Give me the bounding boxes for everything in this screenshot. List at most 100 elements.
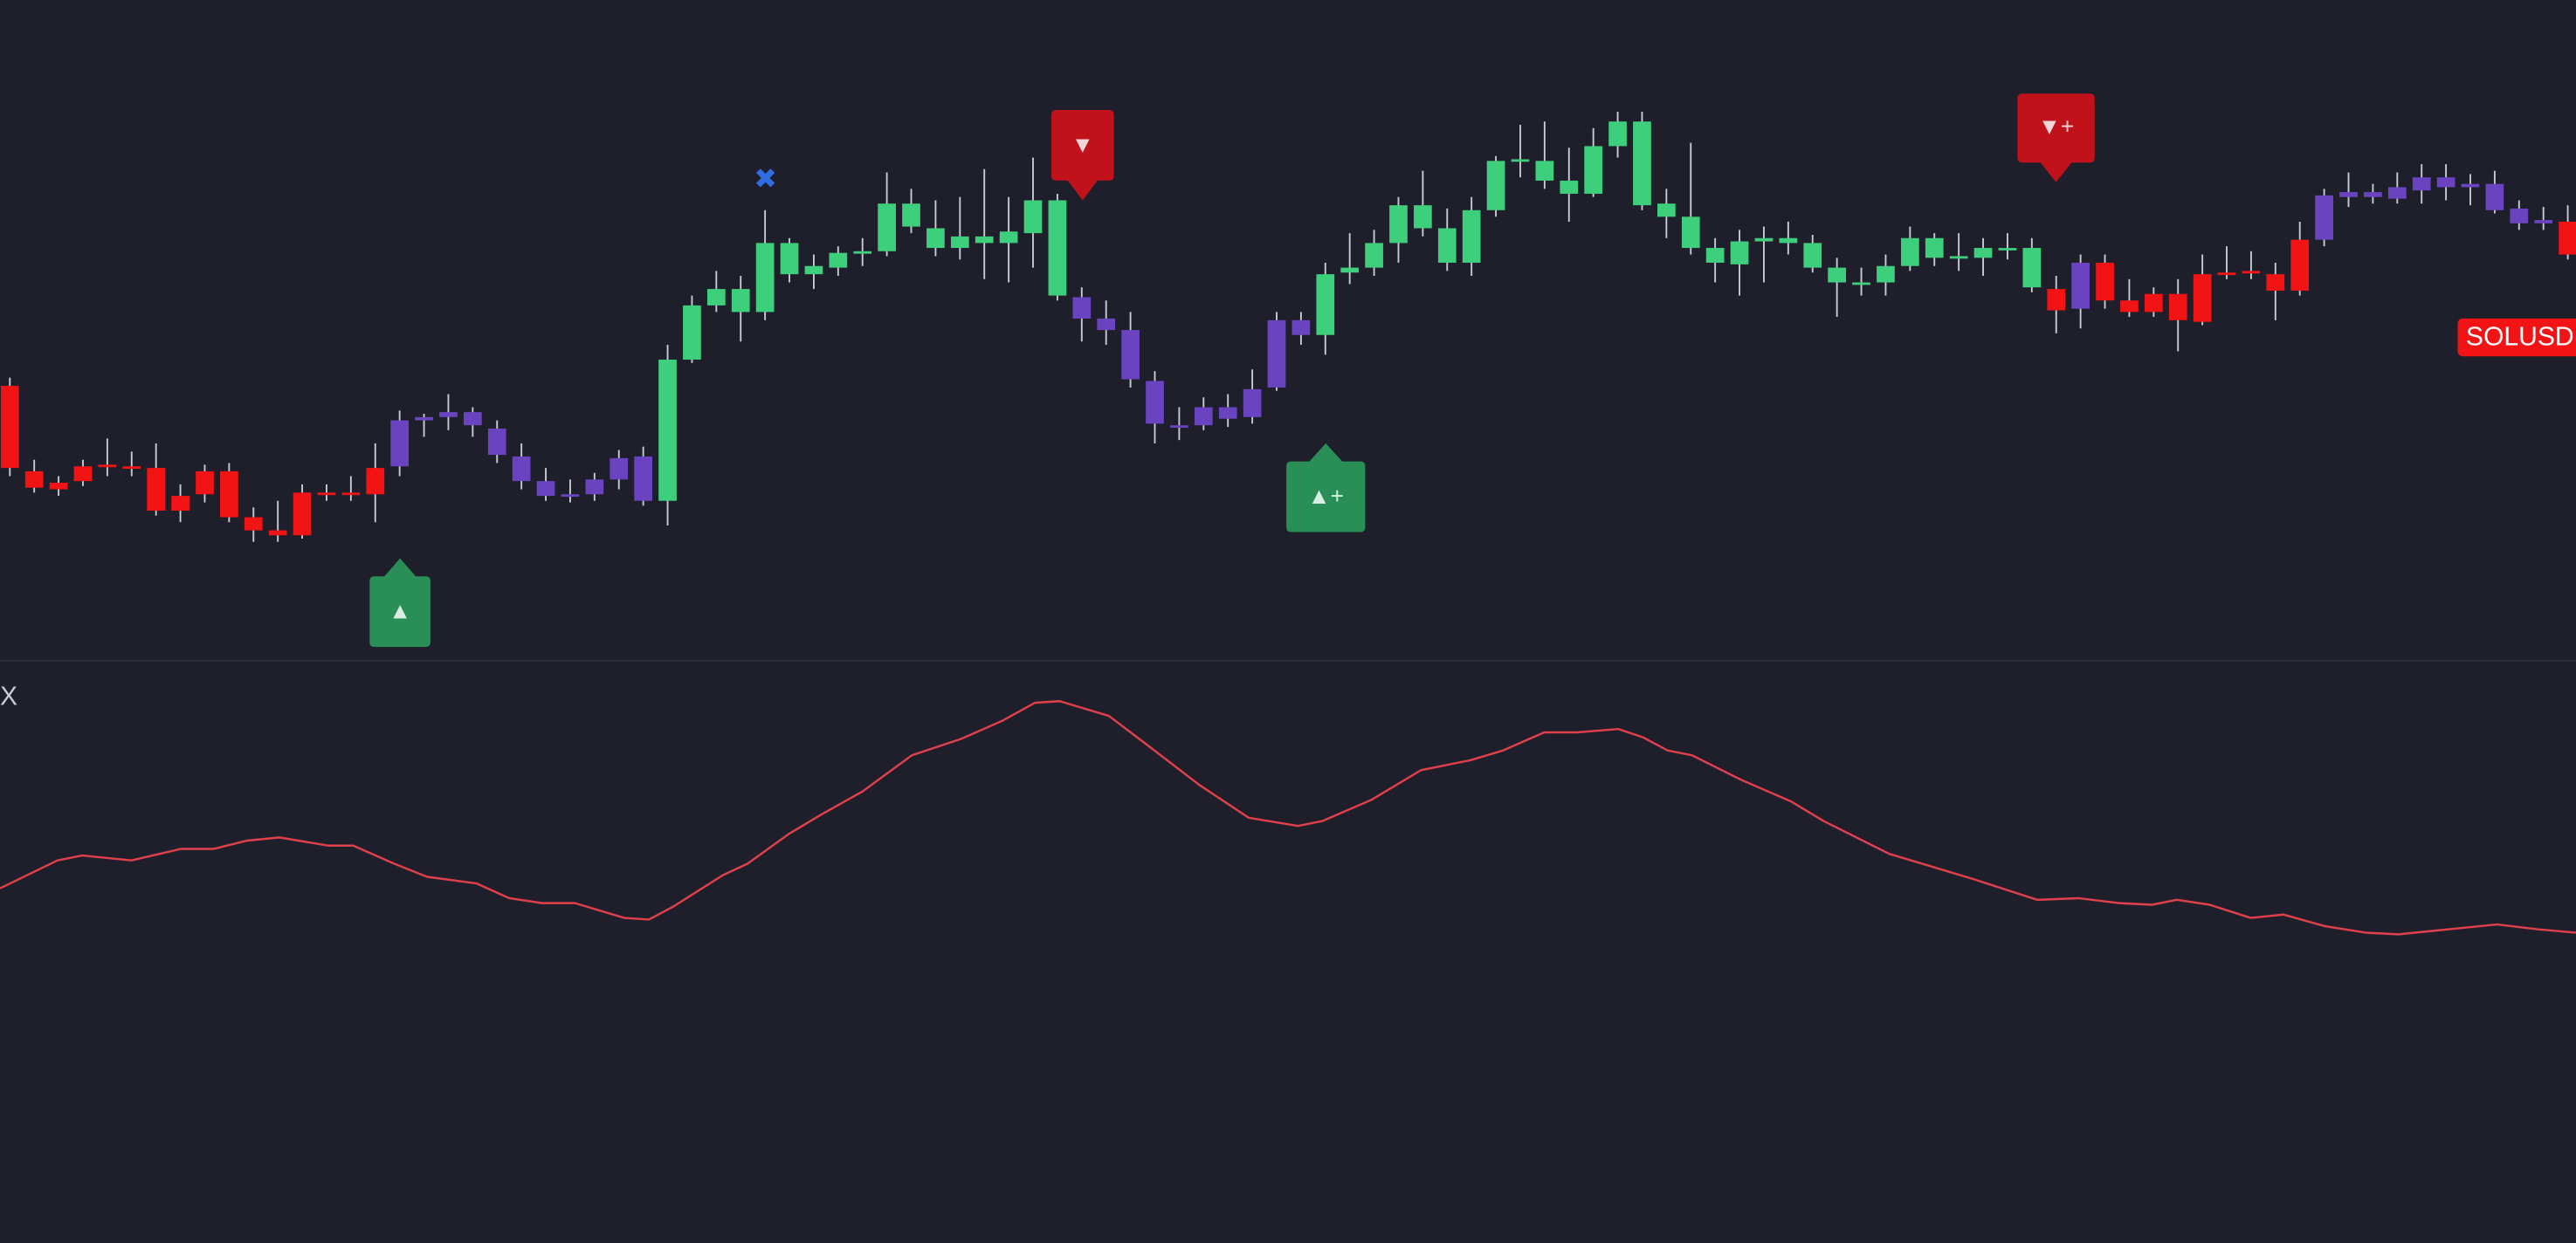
candle-body xyxy=(561,494,580,498)
sell-plus-badge: ▼+ xyxy=(2017,93,2095,182)
candle-body xyxy=(1998,248,2017,251)
candle-body xyxy=(683,305,701,360)
candle-body xyxy=(926,228,945,249)
candle-body xyxy=(1633,121,1651,206)
candle-body xyxy=(415,416,433,421)
candle-body xyxy=(196,470,214,495)
candle-body xyxy=(2217,272,2236,276)
candle-body xyxy=(341,492,361,496)
candle-body xyxy=(0,386,19,469)
indicator-line xyxy=(0,700,2576,936)
candle-body xyxy=(49,483,68,490)
candle-body xyxy=(2461,183,2480,188)
candle-body xyxy=(610,457,629,480)
candle-body xyxy=(1511,159,1530,162)
candle-body xyxy=(2315,195,2333,240)
symbol-text: SOLUSD xyxy=(2466,322,2574,351)
badge-shape xyxy=(1286,443,1366,532)
candle-body xyxy=(1389,205,1408,244)
candle-body xyxy=(1949,256,1968,259)
sell-badge: ▼ xyxy=(1051,110,1114,201)
candle-body xyxy=(2436,177,2455,188)
candle-body xyxy=(2364,192,2382,197)
candle-body xyxy=(999,231,1018,244)
candle-body xyxy=(2168,293,2187,320)
candle-body xyxy=(1852,282,1870,285)
candle-body xyxy=(950,236,969,249)
candle-body xyxy=(1900,237,1919,266)
buy-badge: ▲ xyxy=(369,558,430,648)
candle-body xyxy=(98,464,117,468)
candle-body xyxy=(2242,271,2261,274)
candle-body xyxy=(1170,425,1188,429)
candle-body xyxy=(2534,220,2553,223)
candle-body xyxy=(2047,289,2066,311)
candle-body xyxy=(220,470,238,518)
badge-shape xyxy=(2017,93,2095,182)
indicator-pane: X xyxy=(0,682,2576,936)
candle-body xyxy=(1925,237,1944,258)
candle-body xyxy=(1803,243,1822,268)
candle-body xyxy=(975,236,994,244)
badge-label: ▼ xyxy=(1071,131,1094,157)
candle-body xyxy=(1681,216,1700,249)
candle-body xyxy=(902,203,920,227)
candle-body xyxy=(1657,203,1676,217)
candle-body xyxy=(1243,388,1262,417)
candle-body xyxy=(1535,161,1554,181)
candle-body xyxy=(1973,248,1993,258)
candles xyxy=(0,111,2576,542)
candle-body xyxy=(1828,267,1846,283)
candle-body xyxy=(2071,262,2090,309)
candle-body xyxy=(2387,187,2407,199)
candle-body xyxy=(853,251,872,254)
candle-body xyxy=(780,243,799,275)
candle-body xyxy=(1877,265,1895,283)
candle-body xyxy=(804,265,823,275)
candle-body xyxy=(2193,274,2212,322)
candle-body xyxy=(390,420,410,467)
candle-body xyxy=(1365,243,1383,268)
candle-body xyxy=(2412,177,2431,191)
indicator-label: X xyxy=(0,682,17,711)
candle-body xyxy=(1437,228,1457,263)
candle-body xyxy=(1194,407,1213,426)
candle-body xyxy=(658,359,677,501)
candle-body xyxy=(1267,319,1286,388)
candle-body xyxy=(2120,300,2139,312)
candle-body xyxy=(1121,330,1140,380)
candle-body xyxy=(1779,237,1798,244)
candle-body xyxy=(1316,274,1335,335)
candle-body xyxy=(1462,209,1481,263)
candle-body xyxy=(2559,221,2576,255)
badge-shape xyxy=(369,558,430,648)
candle-body xyxy=(2339,192,2358,197)
candle-body xyxy=(536,481,555,497)
candle-body xyxy=(2510,208,2529,223)
badge-label: ▼+ xyxy=(2038,113,2074,140)
candle-body xyxy=(1048,200,1067,296)
candle-body xyxy=(439,412,458,417)
badge-label: ▲+ xyxy=(1308,483,1344,509)
badge-label: ▲ xyxy=(389,598,411,624)
candle-body xyxy=(1754,237,1774,242)
symbol-tag xyxy=(2457,318,2576,357)
candle-body xyxy=(464,412,482,426)
cross-marker: ✖ xyxy=(754,162,777,194)
candle-body xyxy=(2290,239,2310,291)
candle-body xyxy=(512,456,531,482)
candle-body xyxy=(1218,407,1237,419)
candle-body xyxy=(1097,318,1116,331)
candle-body xyxy=(829,252,848,268)
candle-body xyxy=(122,466,141,470)
candle-body xyxy=(2266,274,2285,291)
candle-body xyxy=(244,517,263,531)
candle-body xyxy=(1291,319,1311,335)
candle-body xyxy=(73,466,93,482)
candle-body xyxy=(2022,248,2042,288)
candle-body xyxy=(585,479,604,495)
candle-body xyxy=(487,428,506,456)
candle-body xyxy=(1608,121,1627,147)
